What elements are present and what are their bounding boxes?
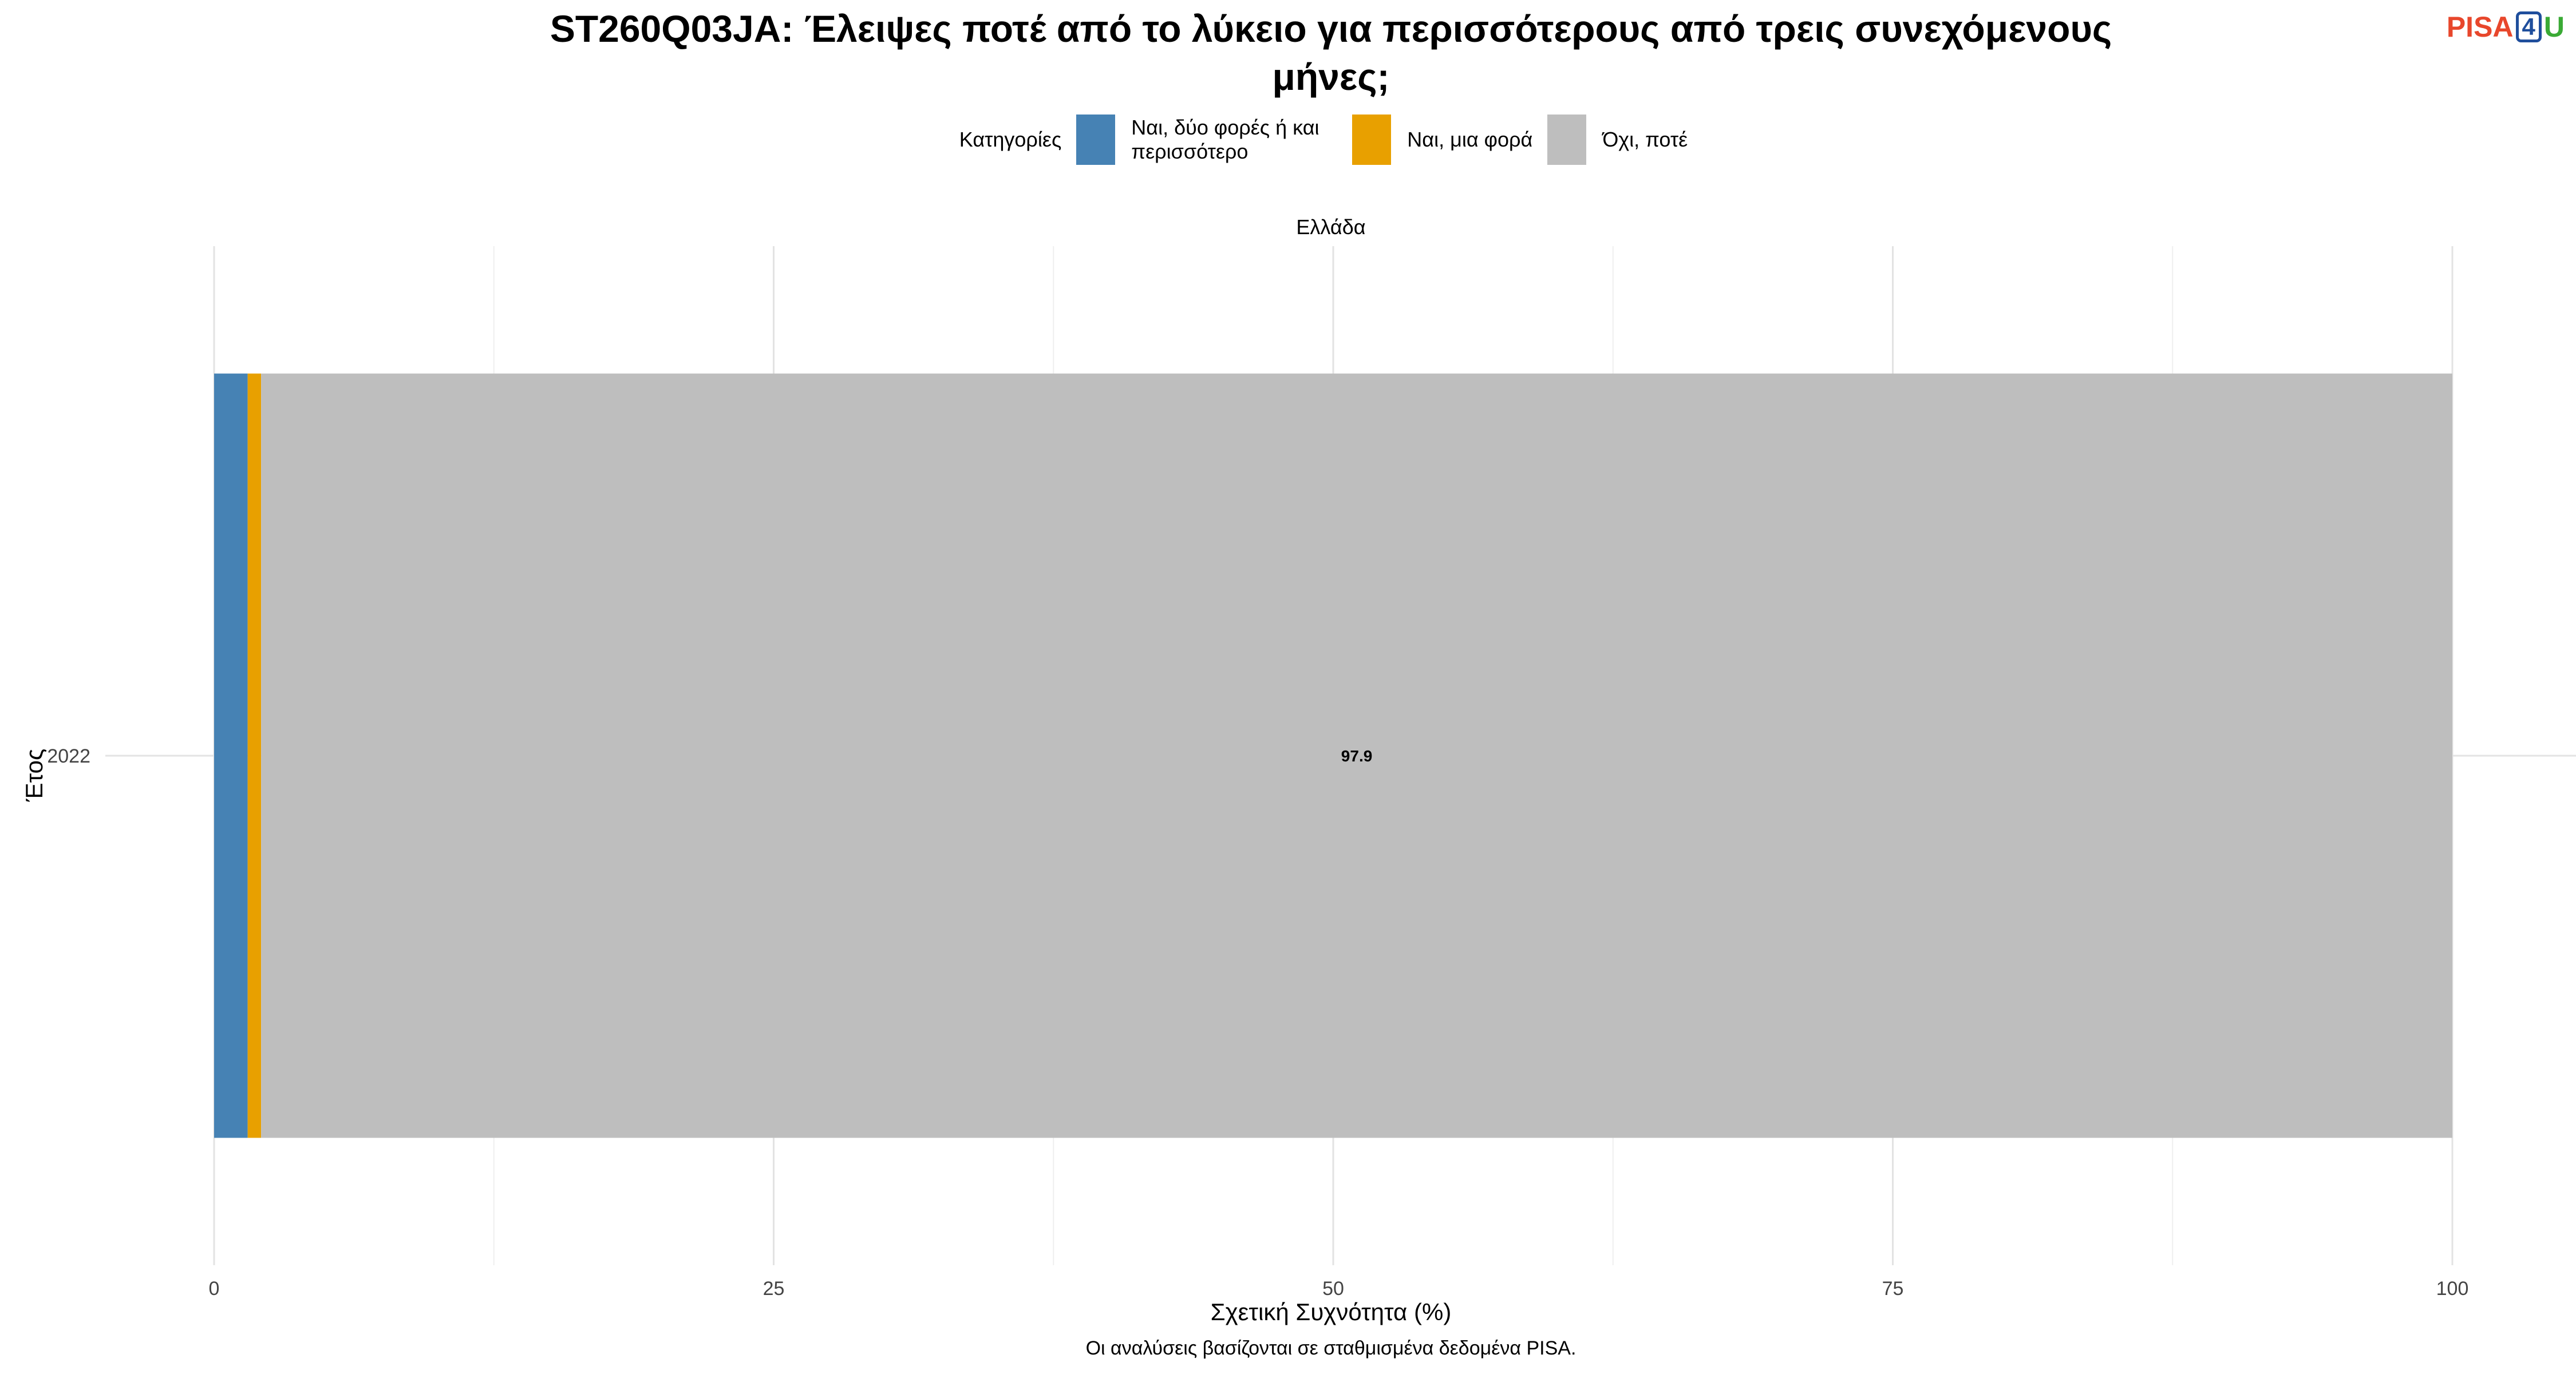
logo-text-pisa: PISA	[2446, 11, 2514, 43]
y-tick-label: 2022	[47, 745, 90, 767]
bar-segment	[247, 373, 262, 1138]
legend-title: Κατηγορίες	[959, 128, 1062, 151]
legend-swatch	[1076, 114, 1116, 165]
chart-title: ST260Q03JA: Έλειψες ποτέ από το λύκειο γ…	[0, 5, 2576, 101]
x-tick-label: 100	[2436, 1278, 2469, 1300]
pisa4u-logo: PISA 4 U	[2447, 10, 2565, 44]
x-tick-label: 50	[1322, 1278, 1344, 1300]
x-tick-label: 25	[763, 1278, 785, 1300]
chart-title-line-2: μήνες;	[1272, 56, 1390, 98]
legend-swatch	[1352, 114, 1392, 165]
bar-segment	[261, 373, 2453, 1138]
legend-label: Ναι, μια φορά	[1407, 128, 1533, 151]
legend-swatch	[1547, 114, 1587, 165]
legend-label: Όχι, ποτέ	[1602, 128, 1688, 151]
logo-text-4: 4	[2515, 11, 2542, 42]
x-tick-label: 75	[1882, 1278, 1904, 1300]
x-tick-label: 0	[209, 1278, 220, 1300]
legend: Κατηγορίες Ναι, δύο φορές ή και περισσότ…	[0, 114, 2576, 165]
legend-label: Ναι, δύο φορές ή και περισσότερο	[1131, 116, 1319, 163]
legend-item-two-or-more: Ναι, δύο φορές ή και περισσότερο	[1076, 114, 1337, 165]
bar-segment	[214, 373, 248, 1138]
caption: Οι αναλύσεις βασίζονται σε σταθμισμένα δ…	[1085, 1337, 1577, 1359]
legend-item-once: Ναι, μια φορά	[1352, 114, 1532, 165]
legend-item-never: Όχι, ποτέ	[1547, 114, 1688, 165]
y-axis-label: Έτος	[21, 748, 48, 802]
chart-title-line-1: ST260Q03JA: Έλειψες ποτέ από το λύκειο γ…	[550, 7, 2112, 50]
data-label: 97.9	[1341, 747, 1373, 765]
logo-text-u: U	[2543, 11, 2565, 43]
x-axis-label: Σχετική Συχνότητα (%)	[1210, 1298, 1452, 1325]
facet-label: Ελλάδα	[1296, 215, 1366, 239]
